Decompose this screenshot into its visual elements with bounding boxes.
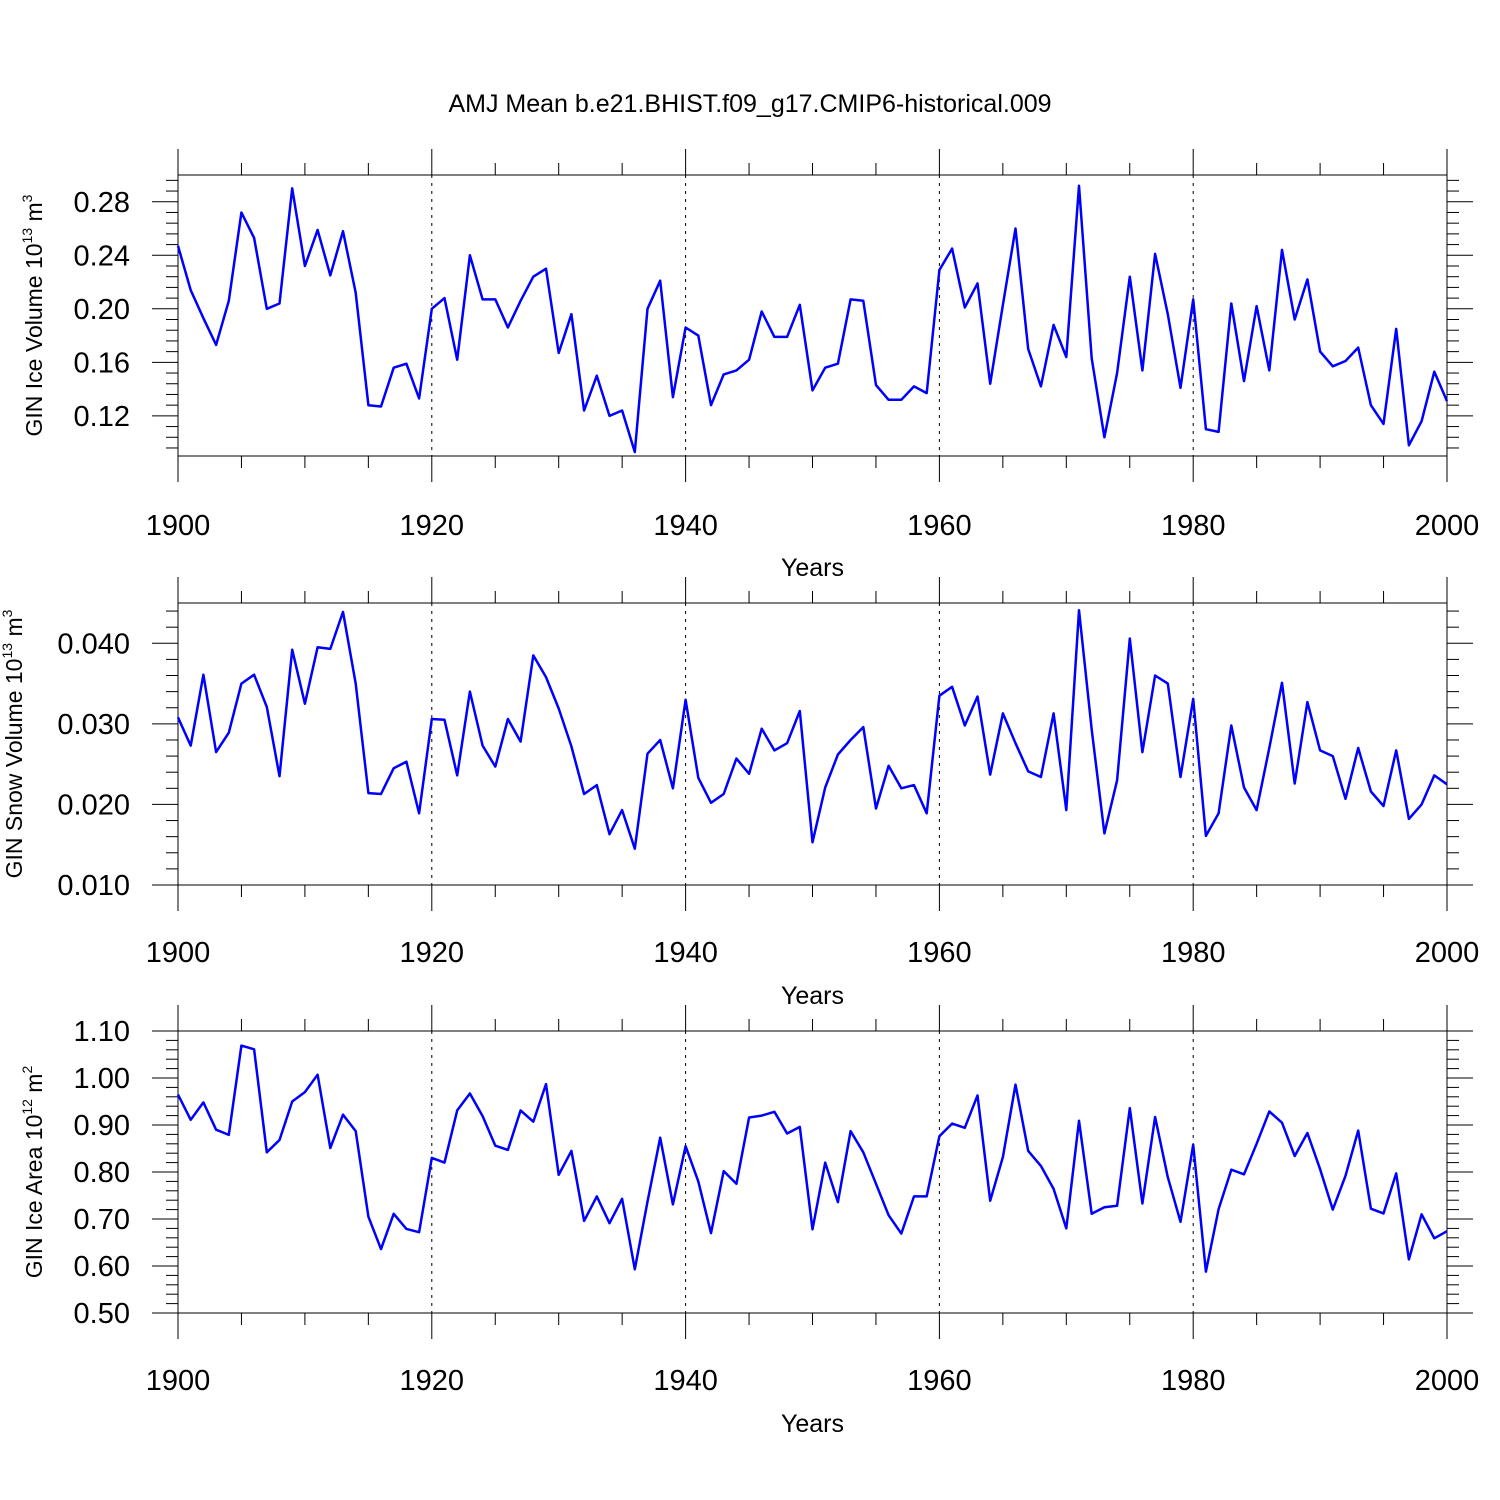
y-tick-label: 0.50: [74, 1298, 130, 1330]
x-tick-label: 1960: [907, 937, 972, 969]
x-axis-label: Years: [781, 554, 844, 582]
series-line: [176, 609, 1448, 850]
y-tick-label: 0.90: [74, 1110, 130, 1142]
y-tick-label: 0.010: [57, 870, 130, 902]
x-tick-label: 1900: [146, 937, 211, 969]
y-tick-label: 0.020: [57, 789, 130, 821]
x-tick-label: 2000: [1415, 1365, 1480, 1397]
y-tick-label: 0.80: [74, 1157, 130, 1189]
y-tick-label: 0.12: [74, 401, 130, 433]
y-tick-label: 1.00: [74, 1063, 130, 1095]
panel-2: 0.010 0.020 0.030 0.040 1900 1920 1940 1960 1980…: [0, 577, 1479, 1010]
x-tick-label: 1980: [1161, 510, 1226, 542]
y-tick-label: 0.28: [74, 187, 130, 219]
y-axis-label: GIN Ice Area 1012 m2: [19, 1066, 47, 1279]
x-tick-label: 1900: [146, 1365, 211, 1397]
panel-3: 0.50 0.60 0.70 0.80 0.90 1.00 1.10 1900 1920 1940…: [19, 1005, 1479, 1438]
x-tick-label: 2000: [1415, 937, 1480, 969]
x-tick-label: 1960: [907, 510, 972, 542]
chart-title: AMJ Mean b.e21.BHIST.f09_g17.CMIP6-histo…: [448, 90, 1051, 118]
y-tick-label: 0.20: [74, 294, 130, 326]
x-tick-label: 1900: [146, 510, 211, 542]
x-tick-label: 1940: [653, 1365, 718, 1397]
y-axis-label: GIN Ice Volume 1013 m3: [19, 194, 47, 436]
x-tick-label: 1980: [1161, 1365, 1226, 1397]
y-tick-label: 1.10: [74, 1016, 130, 1048]
series-line: [176, 184, 1449, 454]
x-tick-label: 1920: [400, 937, 465, 969]
x-tick-label: 2000: [1415, 510, 1480, 542]
x-axis-label: Years: [781, 982, 844, 1010]
x-axis-label: Years: [781, 1410, 844, 1438]
x-tick-label: 1940: [653, 510, 718, 542]
y-tick-label: 0.60: [74, 1251, 130, 1283]
panels: 0.12 0.16 0.20 0.24 0.28 1900 1920 1940 1960 1980…: [0, 149, 1479, 1438]
x-tick-label: 1920: [400, 1365, 465, 1397]
series-line: [176, 1044, 1448, 1273]
y-tick-label: 0.16: [74, 347, 130, 379]
x-tick-label: 1960: [907, 1365, 972, 1397]
panel-1: 0.12 0.16 0.20 0.24 0.28 1900 1920 1940 1960 1980…: [19, 149, 1479, 582]
x-tick-label: 1920: [400, 510, 465, 542]
y-axis-label: GIN Snow Volume 1013 m3: [0, 609, 27, 878]
y-tick-label: 0.70: [74, 1204, 130, 1236]
x-tick-label: 1940: [653, 937, 718, 969]
y-tick-label: 0.040: [57, 628, 130, 660]
y-tick-label: 0.24: [74, 240, 130, 272]
y-tick-label: 0.030: [57, 709, 130, 741]
x-tick-label: 1980: [1161, 937, 1226, 969]
